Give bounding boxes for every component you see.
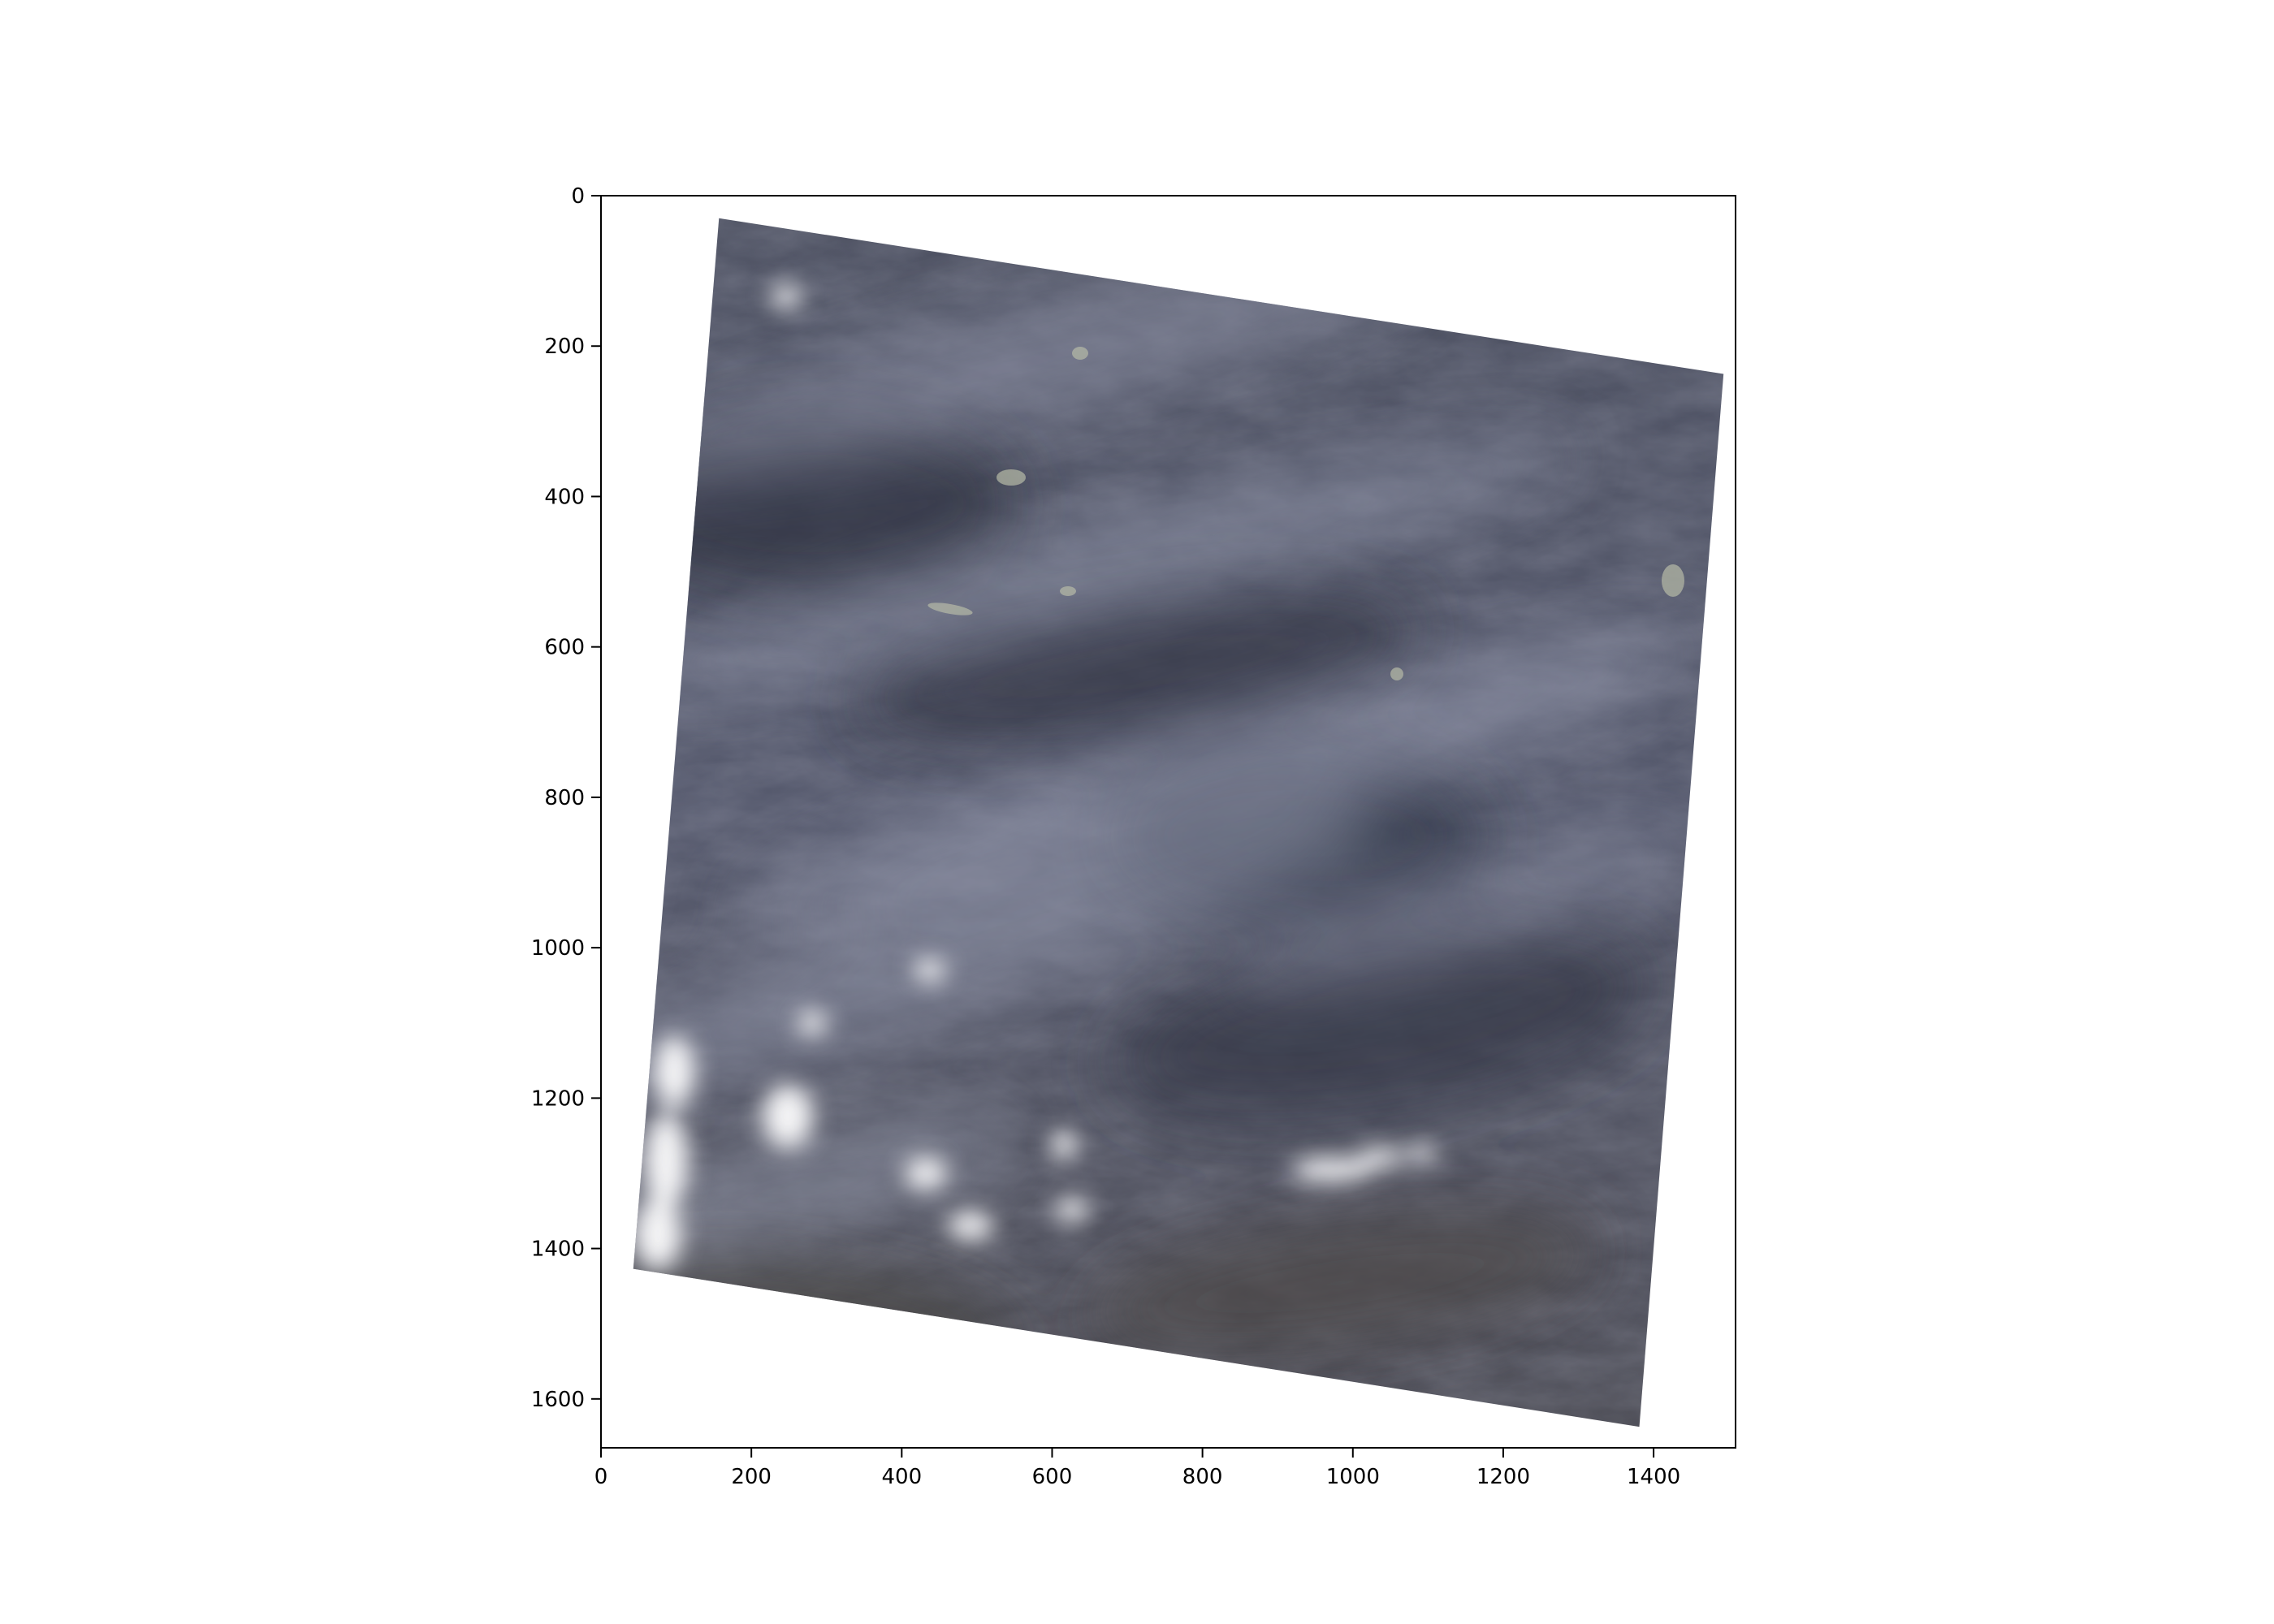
y-tick-label: 600: [544, 636, 585, 660]
y-axis: 0 200 400 600 800 1000 1200 1400 1600: [531, 184, 601, 1412]
y-tick-label: 1600: [531, 1388, 585, 1412]
x-tick-label: 200: [731, 1465, 772, 1489]
x-tick-label: 1200: [1476, 1465, 1530, 1489]
y-tick-label: 0: [571, 184, 585, 209]
y-tick-label: 200: [544, 335, 585, 359]
x-tick-label: 1000: [1326, 1465, 1380, 1489]
x-tick-label: 1400: [1627, 1465, 1680, 1489]
x-tick-label: 0: [594, 1465, 608, 1489]
y-tick-label: 1400: [531, 1237, 585, 1262]
x-tick-label: 600: [1032, 1465, 1073, 1489]
y-tick-label: 800: [544, 786, 585, 810]
x-tick-label: 800: [1182, 1465, 1223, 1489]
y-tick-label: 400: [544, 485, 585, 509]
y-tick-label: 1000: [531, 936, 585, 961]
x-axis: 0 200 400 600 800 1000 1200 1400: [594, 1448, 1680, 1489]
x-tick-label: 400: [881, 1465, 922, 1489]
y-tick-label: 1200: [531, 1086, 585, 1111]
satellite-image: [633, 218, 1724, 1427]
plot-frame: [600, 195, 1736, 1449]
